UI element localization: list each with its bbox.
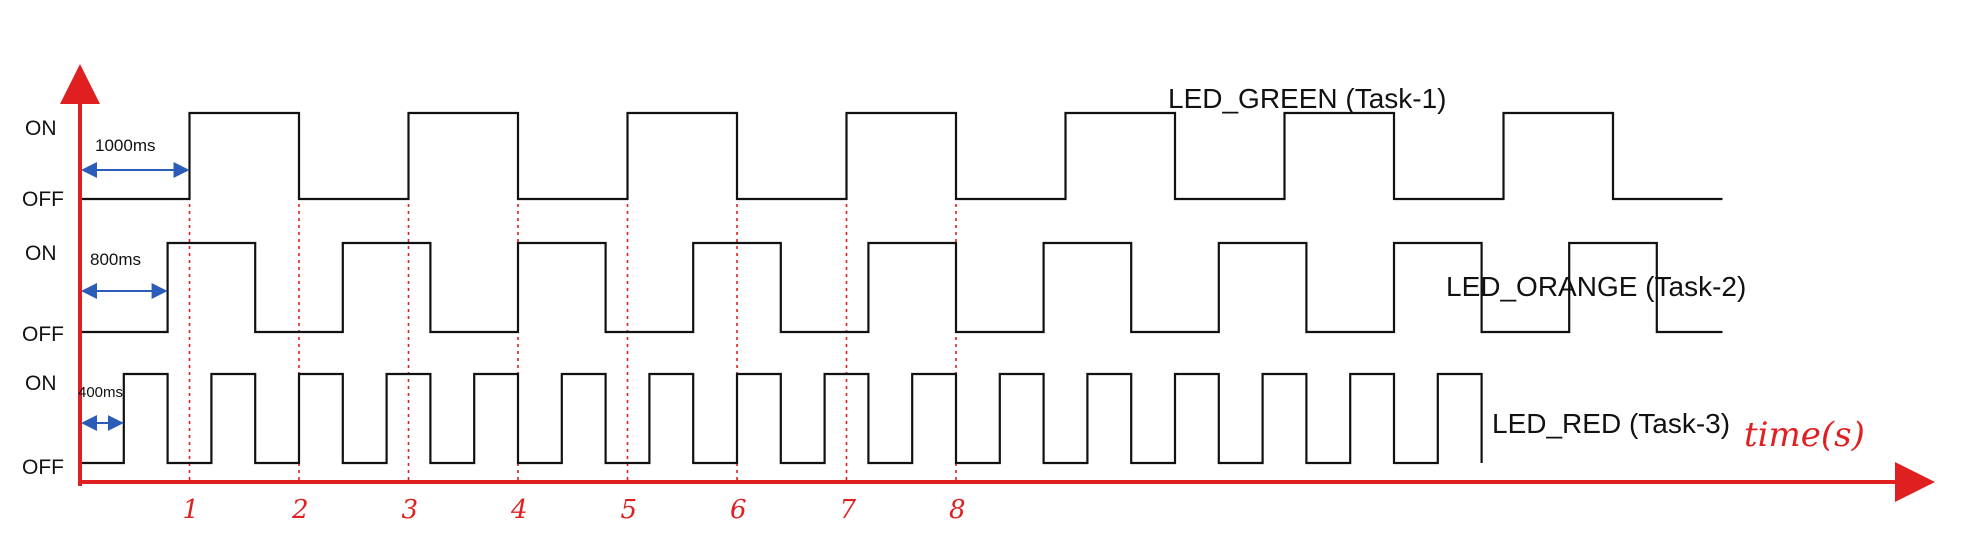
green-on-label: ON [25,117,57,140]
tick-label-7: 7 [840,495,857,525]
tick-label-8: 8 [949,495,966,525]
tick-label-5: 5 [621,495,638,525]
time-marker-lines [188,113,957,482]
red-waveform [80,372,1483,465]
tick-label-3: 3 [402,495,419,525]
waveform-group [80,111,1723,465]
tick-label-2: 2 [291,495,309,525]
red-off-label: OFF [22,456,64,479]
time-axis-label: time(s) [1744,415,1865,455]
orange-off-label: OFF [22,323,64,346]
orange-waveform [80,241,1723,334]
duration-arrows [81,162,190,431]
red-signal-label: LED_RED (Task-3) [1492,408,1730,439]
orange-delay-label: 800ms [90,250,141,269]
green-signal-label: LED_GREEN (Task-1) [1168,83,1447,114]
tick-label-1: 1 [183,495,200,525]
orange-on-label: ON [25,242,57,265]
tick-label-4: 4 [510,495,528,525]
green-off-label: OFF [22,188,64,211]
tick-label-6: 6 [730,495,747,525]
green-delay-label: 1000ms [95,136,155,155]
red-delay-label: 400ms [78,384,123,401]
green-waveform [80,111,1723,201]
orange-signal-label: LED_ORANGE (Task-2) [1446,271,1746,302]
time-tick-labels: 1 2 3 4 5 6 7 8 [183,495,966,525]
red-on-label: ON [25,372,57,395]
